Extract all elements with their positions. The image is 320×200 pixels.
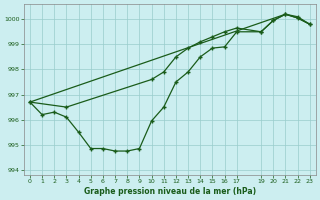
X-axis label: Graphe pression niveau de la mer (hPa): Graphe pression niveau de la mer (hPa) (84, 187, 256, 196)
